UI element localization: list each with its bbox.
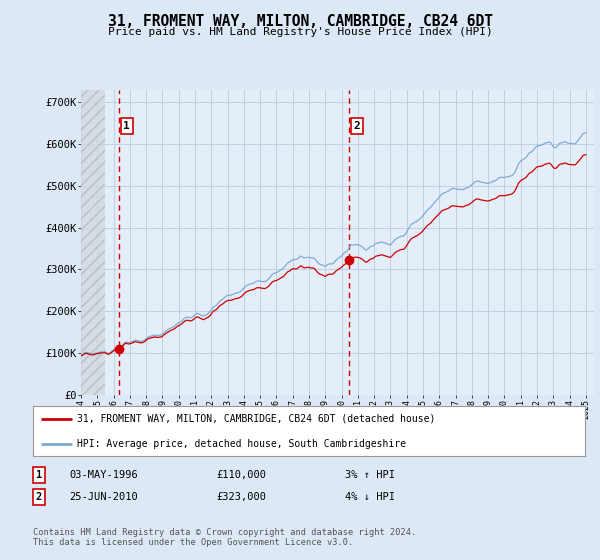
Text: 31, FROMENT WAY, MILTON, CAMBRIDGE, CB24 6DT (detached house): 31, FROMENT WAY, MILTON, CAMBRIDGE, CB24…	[77, 414, 436, 423]
Bar	[81, 90, 106, 395]
Text: Price paid vs. HM Land Registry's House Price Index (HPI): Price paid vs. HM Land Registry's House …	[107, 27, 493, 37]
Text: 4% ↓ HPI: 4% ↓ HPI	[345, 492, 395, 502]
Text: 31, FROMENT WAY, MILTON, CAMBRIDGE, CB24 6DT: 31, FROMENT WAY, MILTON, CAMBRIDGE, CB24…	[107, 14, 493, 29]
Text: 2: 2	[353, 121, 360, 131]
Text: 1: 1	[36, 470, 42, 480]
Text: £323,000: £323,000	[216, 492, 266, 502]
Text: 25-JUN-2010: 25-JUN-2010	[69, 492, 138, 502]
Text: HPI: Average price, detached house, South Cambridgeshire: HPI: Average price, detached house, Sout…	[77, 439, 406, 449]
Text: £110,000: £110,000	[216, 470, 266, 480]
Text: 1: 1	[124, 121, 130, 131]
Text: 2: 2	[36, 492, 42, 502]
Text: Contains HM Land Registry data © Crown copyright and database right 2024.
This d: Contains HM Land Registry data © Crown c…	[33, 528, 416, 547]
Text: 03-MAY-1996: 03-MAY-1996	[69, 470, 138, 480]
Text: 3% ↑ HPI: 3% ↑ HPI	[345, 470, 395, 480]
